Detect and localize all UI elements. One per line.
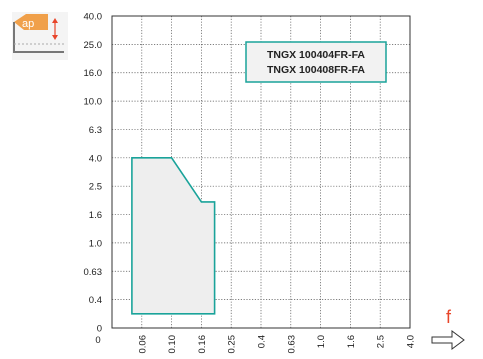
- legend: TNGX 100404FR-FA TNGX 100408FR-FA: [245, 41, 387, 83]
- x-tick-label: 1.6: [346, 335, 357, 348]
- y-tick-label: 1.6: [89, 210, 102, 221]
- y-tick-label: 4.0: [89, 153, 102, 164]
- y-tick-label: 0.4: [89, 295, 102, 306]
- x-tick-label: 0.63: [286, 335, 297, 354]
- y-axis-ticks: 40.0 25.0 16.0 10.0 6.3 4.0 2.5 1.6 1.0 0.63 0.4 0: [84, 12, 103, 335]
- y-tick-label: 40.0: [84, 12, 103, 23]
- x-axis-label: f: [446, 307, 452, 327]
- depth-of-cut-icon: ap: [12, 12, 68, 60]
- x-tick-label: 0: [95, 335, 100, 346]
- x-tick-label: 1.0: [316, 335, 327, 348]
- y-tick-label: 6.3: [89, 125, 102, 136]
- depth-of-cut-icon-label: ap: [22, 18, 34, 30]
- y-tick-label: 0.63: [84, 267, 103, 278]
- y-tick-label: 0: [97, 324, 102, 335]
- y-tick-label: 25.0: [84, 40, 103, 51]
- x-tick-label: 4.0: [406, 335, 417, 348]
- operating-area: [131, 157, 216, 315]
- legend-item: TNGX 100404FR-FA: [267, 49, 365, 61]
- arrow-right-icon: [431, 330, 465, 350]
- y-tick-label: 10.0: [84, 97, 103, 108]
- y-tick-label: 1.0: [89, 238, 102, 249]
- y-tick-label: 16.0: [84, 68, 103, 79]
- y-tick-label: 2.5: [89, 182, 102, 193]
- x-tick-label: 0.16: [197, 335, 208, 354]
- x-tick-label: 0.10: [167, 335, 178, 354]
- x-tick-label: 0.25: [227, 335, 238, 354]
- x-tick-label: 0.06: [137, 335, 148, 354]
- plot-frame: [111, 15, 411, 329]
- legend-item: TNGX 100408FR-FA: [267, 64, 365, 76]
- x-tick-label: 2.5: [376, 335, 387, 348]
- x-tick-label: 0.4: [257, 335, 268, 348]
- operating-area-polygon: [131, 157, 216, 315]
- x-axis-ticks: 0 0.06 0.10 0.16 0.25 0.4 0.63 1.0 1.6 2.5 4.0: [95, 335, 416, 354]
